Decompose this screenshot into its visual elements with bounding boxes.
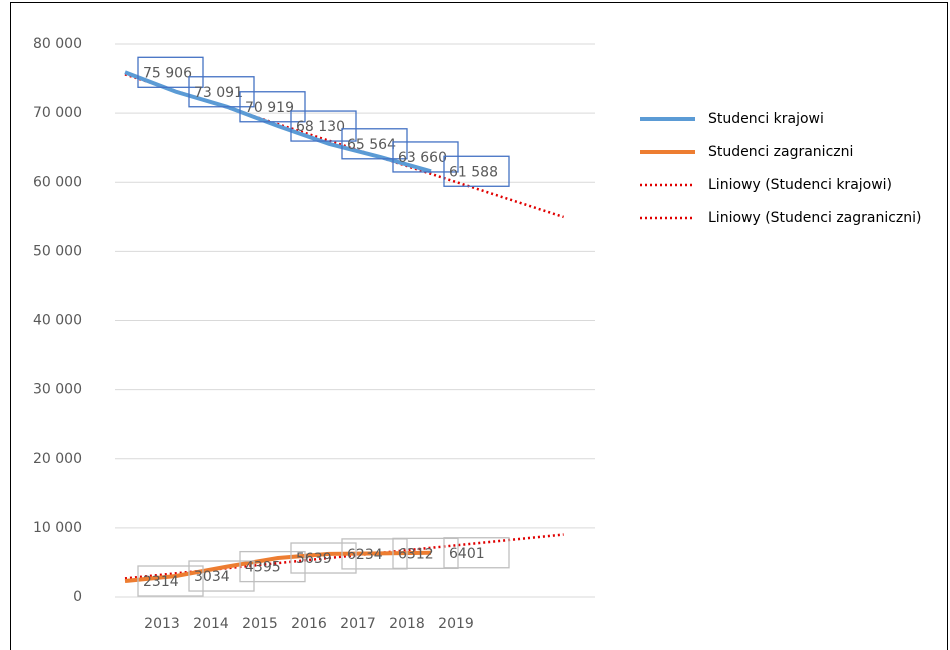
data-label: 4395 bbox=[245, 560, 281, 576]
y-tick-label: 50 000 bbox=[33, 243, 82, 259]
data-label-box bbox=[188, 560, 255, 592]
data-label-box bbox=[392, 537, 459, 570]
y-tick-label: 70 000 bbox=[33, 105, 82, 121]
data-label: 6234 bbox=[347, 547, 383, 563]
x-tick-label: 2019 bbox=[438, 616, 474, 632]
data-label: 68 130 bbox=[296, 119, 345, 135]
y-tick-label: 80 000 bbox=[33, 36, 82, 52]
y-tick-label: 10 000 bbox=[33, 520, 82, 536]
data-label-box bbox=[239, 550, 306, 583]
x-tick-label: 2014 bbox=[193, 616, 229, 632]
frame bbox=[10, 2, 948, 650]
data-label: 3034 bbox=[194, 569, 230, 585]
data-label-box bbox=[290, 542, 357, 574]
trendline bbox=[124, 533, 564, 580]
data-label-box bbox=[443, 537, 510, 569]
data-label-box bbox=[137, 565, 204, 597]
data-label: 6312 bbox=[398, 546, 434, 562]
series-line bbox=[124, 550, 432, 583]
x-tick-label: 2018 bbox=[389, 616, 425, 632]
data-label: 70 919 bbox=[245, 100, 294, 116]
x-tick-label: 2016 bbox=[291, 616, 327, 632]
y-tick-label: 20 000 bbox=[33, 451, 82, 467]
data-label-box bbox=[341, 538, 408, 570]
series-line bbox=[124, 70, 432, 174]
y-tick-label: 60 000 bbox=[33, 174, 82, 190]
y-tick-label: 0 bbox=[73, 589, 82, 605]
x-tick-label: 2017 bbox=[340, 616, 376, 632]
data-label: 63 660 bbox=[398, 150, 447, 166]
data-label-box bbox=[239, 91, 306, 123]
data-label-box bbox=[443, 155, 510, 187]
y-tick-label: 40 000 bbox=[33, 313, 82, 329]
data-label: 61 588 bbox=[449, 164, 498, 180]
y-tick-label: 30 000 bbox=[33, 382, 82, 398]
data-label-box bbox=[392, 141, 459, 173]
legend-label: Liniowy (Studenci krajowi) bbox=[708, 177, 892, 193]
legend-label: Liniowy (Studenci zagraniczni) bbox=[708, 210, 922, 226]
data-label-box bbox=[341, 128, 408, 160]
x-tick-label: 2015 bbox=[242, 616, 278, 632]
data-label: 5639 bbox=[296, 551, 332, 567]
x-tick-label: 2013 bbox=[144, 616, 180, 632]
data-label: 2314 bbox=[143, 574, 179, 590]
data-label: 6401 bbox=[449, 546, 485, 562]
data-label-box bbox=[137, 56, 204, 88]
data-label: 73 091 bbox=[194, 85, 243, 101]
legend-label: Studenci zagraniczni bbox=[708, 144, 853, 160]
data-label-box bbox=[290, 110, 357, 142]
data-label: 65 564 bbox=[347, 137, 396, 153]
data-label: 75 906 bbox=[143, 65, 192, 81]
legend-label: Studenci krajowi bbox=[708, 111, 824, 127]
legend: Studenci krajowi Studenci zagraniczni Lini… bbox=[640, 111, 922, 226]
